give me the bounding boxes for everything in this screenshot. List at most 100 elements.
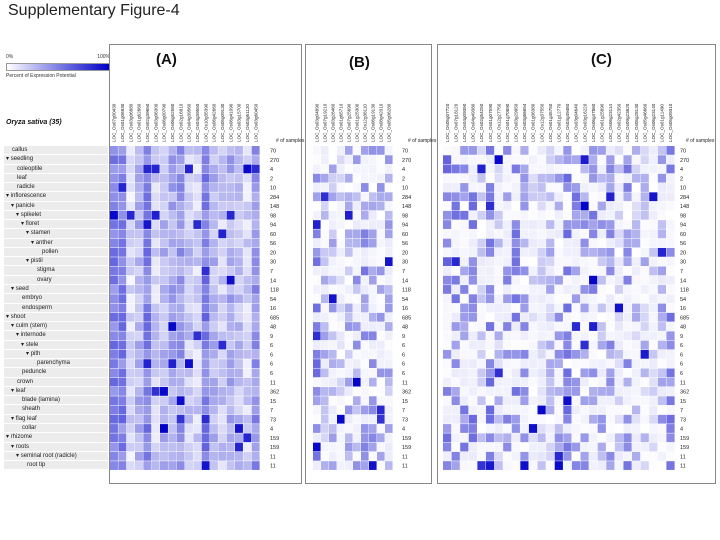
tissue-label: coleoptile	[17, 165, 43, 172]
tissue-label: endosperm	[22, 304, 53, 311]
tissue-row[interactable]: ▾ anther	[4, 238, 108, 248]
tissue-row[interactable]: ▾ seedling	[4, 155, 108, 165]
tissue-row[interactable]: ▾ roots	[4, 442, 108, 452]
expand-arrow-icon[interactable]: ▾	[6, 313, 11, 320]
tissue-row[interactable]: ▾ stele	[4, 340, 108, 350]
tissue-label: spikelet	[20, 211, 42, 218]
expand-arrow-icon[interactable]: ▾	[6, 193, 11, 200]
expand-arrow-icon[interactable]: ▾	[21, 221, 26, 228]
tissue-row[interactable]: endosperm	[4, 303, 108, 313]
expand-arrow-icon[interactable]: ▾	[16, 452, 21, 459]
tissue-label: crown	[17, 378, 34, 385]
expand-arrow-icon[interactable]: ▾	[16, 211, 21, 218]
tissue-row[interactable]: ▾ rhizome	[4, 433, 108, 443]
tissue-row[interactable]: ▾ shoot	[4, 312, 108, 323]
tissue-label: leaf	[15, 387, 26, 394]
tissue-row[interactable]: ▾ panicle	[4, 201, 108, 211]
tissue-label: embryo	[22, 295, 43, 302]
tissue-label: collar	[22, 424, 37, 431]
tissue-label: stamen	[30, 230, 51, 237]
legend-low-label: 0%	[6, 54, 14, 60]
expand-arrow-icon[interactable]: ▾	[11, 443, 16, 450]
tissue-row[interactable]: sheath	[4, 405, 108, 415]
tissue-row[interactable]: root tip	[4, 461, 108, 471]
tissue-label: pith	[30, 350, 41, 357]
tissue-row[interactable]: radicle	[4, 183, 108, 193]
expand-arrow-icon[interactable]: ▾	[26, 350, 31, 357]
tissue-row[interactable]: ▾ inflorescence	[4, 192, 108, 202]
expand-arrow-icon[interactable]: ▾	[11, 323, 16, 330]
tissue-label: culm (stem)	[15, 323, 48, 330]
expand-arrow-icon[interactable]: ▾	[11, 415, 16, 422]
tissue-row[interactable]: ▾ stamen	[4, 229, 108, 239]
tissue-row[interactable]: ▾ spikelet	[4, 210, 108, 221]
tissue-label: ovary	[37, 276, 52, 283]
tissue-row[interactable]: pollen	[4, 247, 108, 258]
species-label: Oryza sativa (35)	[6, 119, 62, 126]
tissue-label: internode	[20, 332, 46, 339]
legend-caption: Percent of Expression Potential	[6, 73, 76, 79]
tissue-row[interactable]: ▾ flag leaf	[4, 414, 108, 424]
tissue-row[interactable]: ▾ seminal root (radicle)	[4, 451, 108, 462]
tissue-label: shoot	[10, 313, 26, 320]
tissue-label: blade (lamina)	[22, 397, 61, 404]
tissue-label: root tip	[27, 462, 46, 469]
tissue-label: pollen	[42, 248, 59, 255]
expand-arrow-icon[interactable]: ▾	[11, 285, 16, 292]
tissue-label: anther	[35, 239, 53, 246]
expand-arrow-icon[interactable]: ▾	[16, 332, 21, 339]
panel-c-label: (C)	[591, 51, 612, 68]
tissue-row[interactable]: callus	[4, 146, 108, 156]
expand-arrow-icon[interactable]: ▾	[11, 387, 16, 394]
expand-arrow-icon[interactable]: ▾	[11, 202, 16, 209]
tissue-row[interactable]: ▾ culm (stem)	[4, 322, 108, 332]
panel-b-label: (B)	[349, 54, 370, 71]
color-legend: 0% 100% Percent of Expression Potential	[6, 54, 110, 79]
legend-gradient-bar	[6, 63, 110, 71]
panel-a-label: (A)	[156, 51, 177, 68]
legend-high-label: 100%	[97, 54, 110, 60]
panel-c	[437, 44, 716, 484]
tissue-label: flag leaf	[15, 415, 37, 422]
tissue-row[interactable]: ▾ pistil	[4, 257, 108, 267]
tissue-row[interactable]: peduncle	[4, 368, 108, 378]
tissue-row[interactable]: coleoptile	[4, 164, 108, 174]
tissue-row[interactable]: stigma	[4, 266, 108, 276]
tissue-label: inflorescence	[10, 193, 47, 200]
tissue-row[interactable]: leaf	[4, 173, 108, 184]
tissue-label: peduncle	[22, 369, 47, 376]
tissue-label: roots	[15, 443, 30, 450]
tissue-row[interactable]: ▾ pith	[4, 349, 108, 360]
figure-title: Supplementary Figure-4	[8, 2, 180, 19]
tissue-label: leaf	[17, 174, 27, 181]
tissue-label: stigma	[37, 267, 55, 274]
tissue-label: parenchyma	[37, 360, 71, 367]
panel-b	[305, 44, 432, 484]
tissue-row[interactable]: ▾ leaf	[4, 386, 108, 397]
panel-a	[109, 44, 302, 484]
tissue-row[interactable]: ▾ floret	[4, 220, 108, 230]
tissue-row[interactable]: embryo	[4, 294, 108, 304]
tissue-row[interactable]: ▾ internode	[4, 331, 108, 341]
tissue-row[interactable]: crown	[4, 377, 108, 387]
tissue-row[interactable]: parenchyma	[4, 359, 108, 369]
expand-arrow-icon[interactable]: ▾	[6, 434, 11, 441]
tissue-label: seedling	[10, 156, 34, 163]
tissue-row[interactable]: blade (lamina)	[4, 396, 108, 406]
tissue-label: rhizome	[10, 434, 33, 441]
tissue-label: callus	[12, 147, 28, 153]
expand-arrow-icon[interactable]: ▾	[26, 230, 31, 237]
tissue-row[interactable]: ovary	[4, 275, 108, 285]
expand-arrow-icon[interactable]: ▾	[6, 156, 11, 163]
tissue-label: stele	[25, 341, 39, 348]
tissue-label: sheath	[22, 406, 41, 413]
tissue-label: seminal root (radicle)	[20, 452, 77, 459]
expand-arrow-icon[interactable]: ▾	[26, 258, 31, 265]
expand-arrow-icon[interactable]: ▾	[31, 239, 36, 246]
tissue-label: panicle	[15, 202, 35, 209]
tissue-row[interactable]: collar	[4, 423, 108, 434]
tissue-label: pistil	[30, 258, 43, 265]
tissue-tree: callus ▾ seedling coleoptile leaf radicle ▾ i…	[4, 146, 108, 471]
tissue-row[interactable]: ▾ seed	[4, 284, 108, 295]
expand-arrow-icon[interactable]: ▾	[21, 341, 26, 348]
